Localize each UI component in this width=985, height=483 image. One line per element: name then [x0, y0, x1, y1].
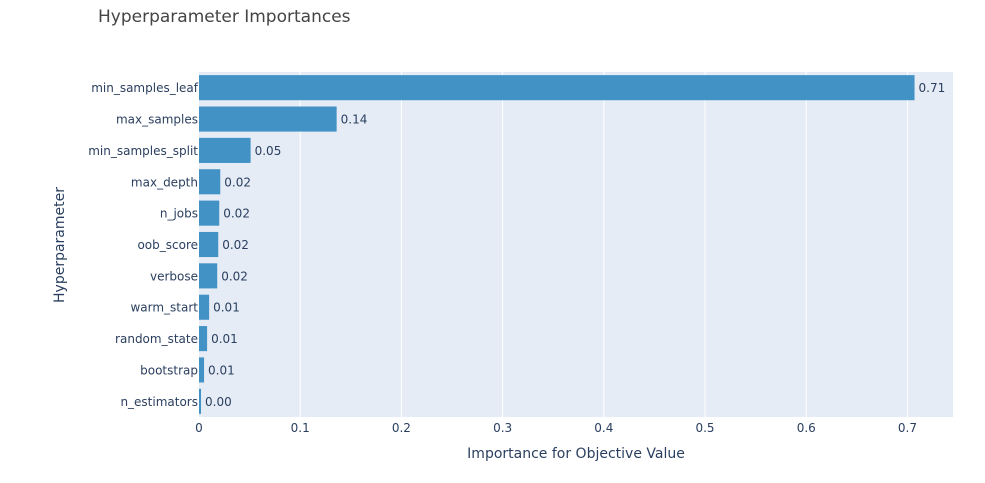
chart-title: Hyperparameter Importances — [98, 7, 351, 27]
x-tick-labels: 0 0.1 0.2 0.3 0.4 0.5 0.6 0.7 — [195, 421, 917, 435]
y-tick-label: warm_start — [130, 301, 198, 315]
x-tick-label: 0.4 — [594, 421, 613, 435]
y-tick-label: max_samples — [116, 113, 198, 127]
data-label: 0.01 — [211, 332, 238, 346]
bar-n-jobs — [199, 200, 220, 226]
x-tick-label: 0.1 — [291, 421, 310, 435]
bar-max-samples — [199, 106, 337, 132]
data-label: 0.71 — [919, 81, 946, 95]
data-label: 0.02 — [223, 207, 250, 221]
y-tick-label: min_samples_leaf — [91, 81, 199, 95]
bar-min-samples-split — [199, 137, 251, 163]
y-tick-label: random_state — [115, 332, 198, 346]
y-tick-label: n_jobs — [160, 207, 198, 221]
data-labels: 0.71 0.14 0.05 0.02 0.02 0.02 0.02 0.01 0.01 0.01… — [205, 81, 945, 409]
x-tick-label: 0.7 — [898, 421, 917, 435]
data-label: 0.14 — [341, 113, 368, 127]
bar-random-state — [199, 326, 208, 352]
bar-min-samples-leaf — [199, 75, 915, 101]
y-tick-label: max_depth — [131, 175, 198, 189]
bar-n-estimators — [199, 388, 202, 414]
bar-bootstrap — [199, 357, 205, 383]
data-label: 0.01 — [208, 363, 235, 377]
x-tick-label: 0.6 — [797, 421, 816, 435]
bar-warm-start — [199, 294, 210, 320]
x-tick-label: 0.3 — [493, 421, 512, 435]
y-tick-label: n_estimators — [120, 395, 198, 409]
data-label: 0.02 — [222, 238, 249, 252]
bar-oob-score — [199, 231, 219, 258]
x-tick-label: 0.2 — [392, 421, 411, 435]
data-label: 0.02 — [221, 269, 248, 283]
y-axis-title: Hyperparameter — [52, 187, 68, 303]
x-tick-label: 0.5 — [695, 421, 714, 435]
y-tick-label: min_samples_split — [88, 144, 198, 158]
y-tick-label: oob_score — [137, 238, 198, 252]
bars — [199, 75, 915, 414]
y-tick-label: bootstrap — [140, 363, 198, 377]
data-label: 0.05 — [255, 144, 282, 158]
data-label: 0.00 — [205, 395, 232, 409]
y-tick-label: verbose — [150, 269, 198, 283]
data-label: 0.01 — [213, 301, 240, 315]
bar-verbose — [199, 263, 218, 289]
bar-max-depth — [199, 169, 221, 195]
y-tick-labels: min_samples_leaf max_samples min_samples_s… — [88, 81, 199, 409]
x-tick-label: 0 — [195, 421, 203, 435]
x-axis-title: Importance for Objective Value — [467, 446, 685, 462]
data-label: 0.02 — [224, 175, 251, 189]
